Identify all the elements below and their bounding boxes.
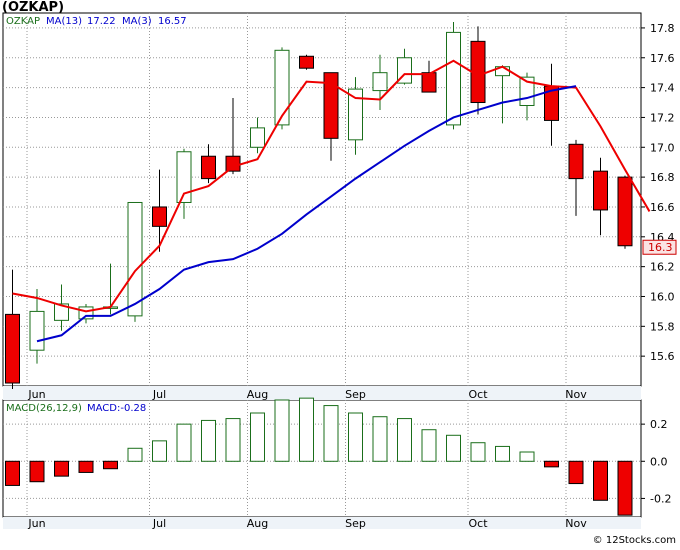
macd-bar	[495, 445, 510, 462]
macd-bar	[5, 460, 20, 486]
candle-down	[617, 176, 633, 247]
price-y-tick-label: 16.2	[650, 261, 675, 274]
price-y-tick-label: 16.0	[650, 290, 675, 303]
candle-up	[127, 201, 143, 317]
macd-y-tick-label: -0.2	[650, 492, 671, 505]
macd-month-label: Jun	[27, 517, 45, 530]
price-y-tick-label: 17.4	[650, 82, 675, 95]
macd-y-tick-label: 0.2	[650, 418, 668, 431]
price-month-band	[3, 386, 641, 400]
legend-symbol: OZKAP	[6, 16, 40, 27]
price-y-tick-label: 16.6	[650, 201, 675, 214]
price-month-label: Aug	[247, 388, 268, 401]
macd-bar	[544, 460, 559, 468]
price-month-label: Oct	[468, 388, 488, 401]
candle-down	[152, 206, 167, 227]
macd-bar	[54, 460, 69, 477]
copyright-notice: © 12Stocks.com	[592, 535, 676, 546]
macd-bar	[568, 460, 584, 485]
candle-down	[201, 155, 216, 180]
candle-down	[299, 55, 314, 69]
chart-title: (OZKAP)	[2, 0, 65, 15]
price-month-label: Nov	[565, 388, 587, 401]
macd-bar	[397, 418, 412, 462]
macd-month-label: Sep	[345, 517, 366, 530]
macd-bar	[176, 423, 192, 462]
candle-down	[593, 170, 608, 211]
price-y-tick-label: 17.6	[650, 52, 675, 65]
price-panel-frame	[2, 12, 642, 387]
macd-bar	[323, 405, 339, 462]
candle-up	[54, 303, 69, 321]
last-price-label: 16.3	[648, 241, 673, 254]
candle-up	[29, 310, 45, 351]
price-y-tick-label: 17.0	[650, 141, 675, 154]
candle-down	[5, 313, 20, 384]
macd-legend-value: MACD:-0.28	[87, 403, 146, 414]
candle-up	[372, 72, 388, 92]
macd-bar	[372, 416, 388, 462]
candle-down	[421, 72, 437, 93]
macd-bar	[127, 447, 143, 462]
legend-ma13-value: 17.22	[87, 16, 116, 27]
candle-up	[78, 306, 94, 320]
price-y-tick-label: 15.6	[650, 350, 675, 363]
candle-down	[568, 143, 584, 180]
price-month-label: Jun	[27, 388, 45, 401]
candle-down	[225, 155, 241, 172]
macd-month-label: Oct	[468, 517, 488, 530]
price-y-tick-label: 17.8	[650, 22, 675, 35]
macd-bar	[519, 451, 535, 462]
macd-bar	[29, 460, 45, 483]
macd-bar	[470, 442, 486, 462]
macd-month-label: Jul	[152, 517, 166, 530]
candle-up	[348, 88, 363, 141]
macd-month-label: Aug	[247, 517, 268, 530]
macd-month-band	[3, 517, 641, 529]
legend-ma13-label: MA(13)	[46, 16, 82, 27]
macd-bar	[299, 397, 314, 462]
macd-legend-label: MACD(26,12,9)	[6, 403, 82, 414]
price-month-label: Sep	[345, 388, 366, 401]
candle-up	[250, 127, 265, 148]
macd-month-label: Nov	[565, 517, 587, 530]
macd-bar	[78, 460, 94, 473]
price-y-tick-label: 16.8	[650, 171, 675, 184]
macd-bar	[201, 419, 216, 462]
macd-bar	[593, 460, 608, 501]
legend-ma3-label: MA(3)	[122, 16, 152, 27]
price-y-tick-label: 17.2	[650, 111, 675, 124]
candle-up	[446, 31, 461, 126]
ma3-line	[12, 59, 651, 313]
macd-bar	[225, 418, 241, 462]
last-price-box	[642, 239, 677, 255]
macd-bar	[446, 434, 461, 462]
macd-bar	[348, 412, 363, 462]
candle-up	[274, 49, 290, 126]
macd-bar	[103, 460, 118, 470]
macd-bar	[274, 399, 290, 462]
macd-bar	[152, 440, 167, 462]
ma13-line	[36, 85, 577, 343]
legend-ma3-value: 16.57	[158, 16, 187, 27]
macd-bar	[421, 429, 437, 462]
candle-up	[176, 151, 192, 203]
candle-down	[323, 72, 339, 139]
macd-panel-frame	[2, 399, 642, 518]
price-month-label: Jul	[152, 388, 166, 401]
macd-y-tick-label: 0.0	[650, 455, 668, 468]
macd-bar	[617, 460, 633, 516]
macd-bar	[250, 412, 265, 462]
price-y-tick-label: 15.8	[650, 320, 675, 333]
